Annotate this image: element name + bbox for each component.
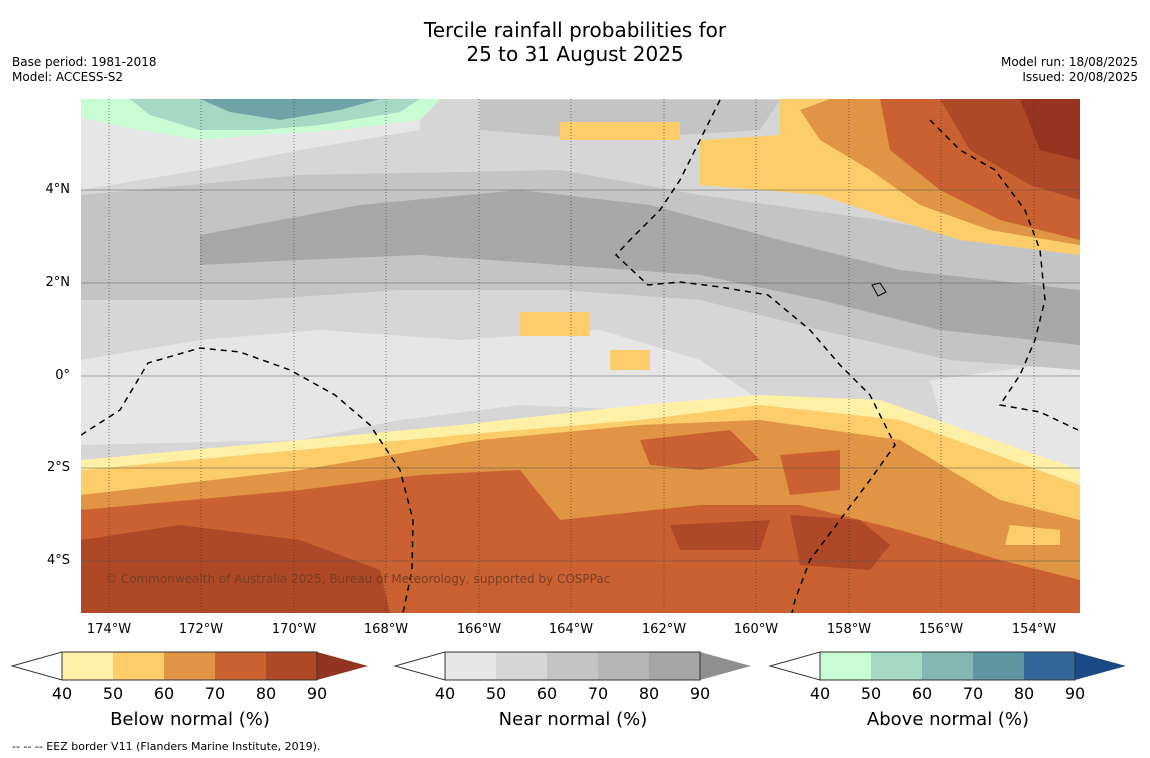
colorbar-above-low-extend — [768, 651, 821, 681]
map-gridlines — [81, 99, 1080, 613]
lon-label-160w: 160°W — [733, 622, 779, 637]
model-name: Model: ACCESS-S2 — [12, 70, 124, 84]
lon-label-158w: 158°W — [826, 622, 872, 637]
cb-below-tick: 60 — [153, 684, 175, 703]
title-line-2: 25 to 31 August 2025 — [466, 42, 684, 66]
colorbar-above-bin-2 — [871, 652, 922, 680]
below-90-northeast — [1020, 99, 1080, 160]
eez-border-west — [81, 347, 414, 613]
below-80-patch-southeast — [790, 515, 890, 570]
cb-above-tick: 40 — [809, 684, 831, 703]
near-80-band — [200, 190, 1080, 345]
lat-label-2s: 2°S — [46, 460, 70, 475]
cb-above-tick: 60 — [911, 684, 933, 703]
colorbar-below — [10, 651, 368, 681]
colorbar-near-high-extend — [700, 652, 751, 680]
cb-near-tick: 90 — [689, 684, 711, 703]
cb-above-tick: 70 — [962, 684, 984, 703]
meta-left: Base period: 1981-2018 Model: ACCESS-S2 — [12, 55, 157, 85]
copyright-notice: © Commonwealth of Australia 2025, Bureau… — [105, 572, 611, 586]
chart-title: Tercile rainfall probabilities for 25 to… — [0, 18, 1150, 66]
colorbar-near-bin-2 — [496, 652, 547, 680]
colorbar-below-bin-5 — [266, 652, 317, 680]
lon-label-156w: 156°W — [918, 622, 964, 637]
lon-label-170w: 170°W — [271, 622, 317, 637]
below-50-patch-equator — [520, 312, 590, 336]
lat-label-0: 0° — [55, 368, 70, 383]
cb-below-tick: 70 — [204, 684, 226, 703]
colorbar-below-frame — [61, 651, 318, 681]
model-run: Model run: 18/08/2025 — [1000, 55, 1138, 69]
lon-label-174w: 174°W — [86, 622, 132, 637]
base-period: Base period: 1981-2018 — [12, 55, 157, 69]
eez-borders — [81, 99, 1079, 613]
lon-label-172w: 172°W — [178, 622, 224, 637]
colorbar-below-label: Below normal (%) — [110, 709, 270, 730]
colorbar-near-low-extend — [393, 651, 446, 681]
cb-near-tick: 60 — [536, 684, 558, 703]
colorbar-above — [768, 651, 1126, 681]
colorbar-above-high-extend — [1075, 652, 1126, 680]
colorbar-near-label: Near normal (%) — [498, 709, 648, 730]
cb-near-tick: 40 — [434, 684, 456, 703]
colorbar-below-bin-4 — [215, 652, 266, 680]
cb-near-tick: 50 — [485, 684, 507, 703]
colorbar-above-frame — [819, 651, 1076, 681]
map-fields — [81, 99, 1080, 613]
lon-label-168w: 168°W — [363, 622, 409, 637]
below-50-patch-southeast — [1005, 525, 1060, 545]
colorbar-above-bin-5 — [1024, 652, 1075, 680]
eez-border-central — [614, 99, 896, 613]
island-outline — [871, 282, 887, 297]
colorbar-above-bin-4 — [973, 652, 1024, 680]
colorbar-above-bin-3 — [922, 652, 973, 680]
eez-footnote: -- -- -- EEZ border V11 (Flanders Marine… — [12, 740, 321, 753]
colorbar-above-label: Above normal (%) — [866, 709, 1030, 730]
lon-label-162w: 162°W — [641, 622, 687, 637]
below-50-patch-north — [560, 122, 680, 140]
issued-date: Issued: 20/08/2025 — [1022, 70, 1138, 84]
cb-above-tick: 50 — [860, 684, 882, 703]
cb-below-tick: 90 — [306, 684, 328, 703]
lat-label-4s: 4°S — [46, 553, 70, 568]
cb-near-tick: 70 — [587, 684, 609, 703]
colorbar-near-bin-4 — [598, 652, 649, 680]
below-70-patch-central — [640, 430, 760, 470]
colorbar-below-bin-3 — [164, 652, 215, 680]
below-80-patch-south — [670, 520, 770, 550]
lon-label-166w: 166°W — [456, 622, 502, 637]
colorbar-below-low-extend — [10, 651, 63, 681]
colorbar-below-bin-2 — [113, 652, 164, 680]
cb-below-tick: 40 — [51, 684, 73, 703]
lat-label-4n: 4°N — [45, 182, 71, 197]
colorbar-below-high-extend — [317, 652, 368, 680]
eez-border-east — [929, 119, 1079, 431]
cb-below-tick: 80 — [255, 684, 277, 703]
meta-right: Model run: 18/08/2025 Issued: 20/08/2025 — [1001, 55, 1138, 85]
cb-above-tick: 80 — [1013, 684, 1035, 703]
lon-label-164w: 164°W — [548, 622, 594, 637]
colorbar-above-bin-1 — [820, 652, 871, 680]
lat-label-2n: 2°N — [45, 275, 71, 290]
below-80-southwest — [81, 525, 390, 613]
above-60-area — [200, 99, 380, 120]
colorbar-near-frame — [444, 651, 701, 681]
below-50-patch-mid — [610, 350, 650, 370]
cb-near-tick: 80 — [638, 684, 660, 703]
lon-label-154w: 154°W — [1011, 622, 1057, 637]
near-40-equator — [81, 330, 760, 445]
below-70-patch-east — [780, 450, 840, 495]
cb-above-tick: 90 — [1064, 684, 1086, 703]
colorbar-near-bin-3 — [547, 652, 598, 680]
title-line-1: Tercile rainfall probabilities for — [423, 18, 727, 42]
colorbar-near-bin-5 — [649, 652, 700, 680]
colorbar-near — [393, 651, 751, 681]
cb-below-tick: 50 — [102, 684, 124, 703]
colorbar-near-bin-1 — [445, 652, 496, 680]
colorbar-below-bin-1 — [62, 652, 113, 680]
